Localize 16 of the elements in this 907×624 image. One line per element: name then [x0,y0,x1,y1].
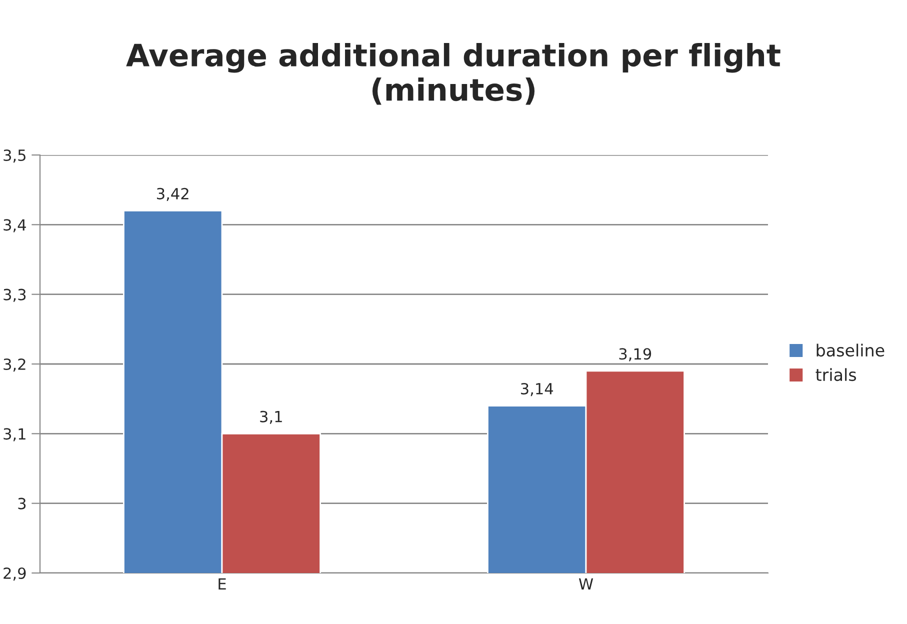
y-tick-label: 3,5 [4,149,26,163]
y-tick-label: 3,4 [4,219,26,232]
legend-label: trials [816,368,856,382]
y-tick-label: 2,9 [4,567,26,581]
y-tick-label: 3,3 [4,288,26,302]
x-tick-label: E [218,578,226,590]
y-tick-label: 3 [18,498,26,510]
data-label: 3,14 [521,382,554,396]
x-tick-label: W [578,578,594,590]
data-label: 3,42 [157,188,188,201]
y-tick-label: 3,1 [4,428,26,442]
legend-label: baseline [816,344,884,357]
y-tick-label: 3,2 [4,358,26,372]
data-label: 3,19 [619,348,652,362]
chart-title: Average additional duration per flight (minutes) [126,42,780,105]
data-label: 3,1 [260,410,282,424]
